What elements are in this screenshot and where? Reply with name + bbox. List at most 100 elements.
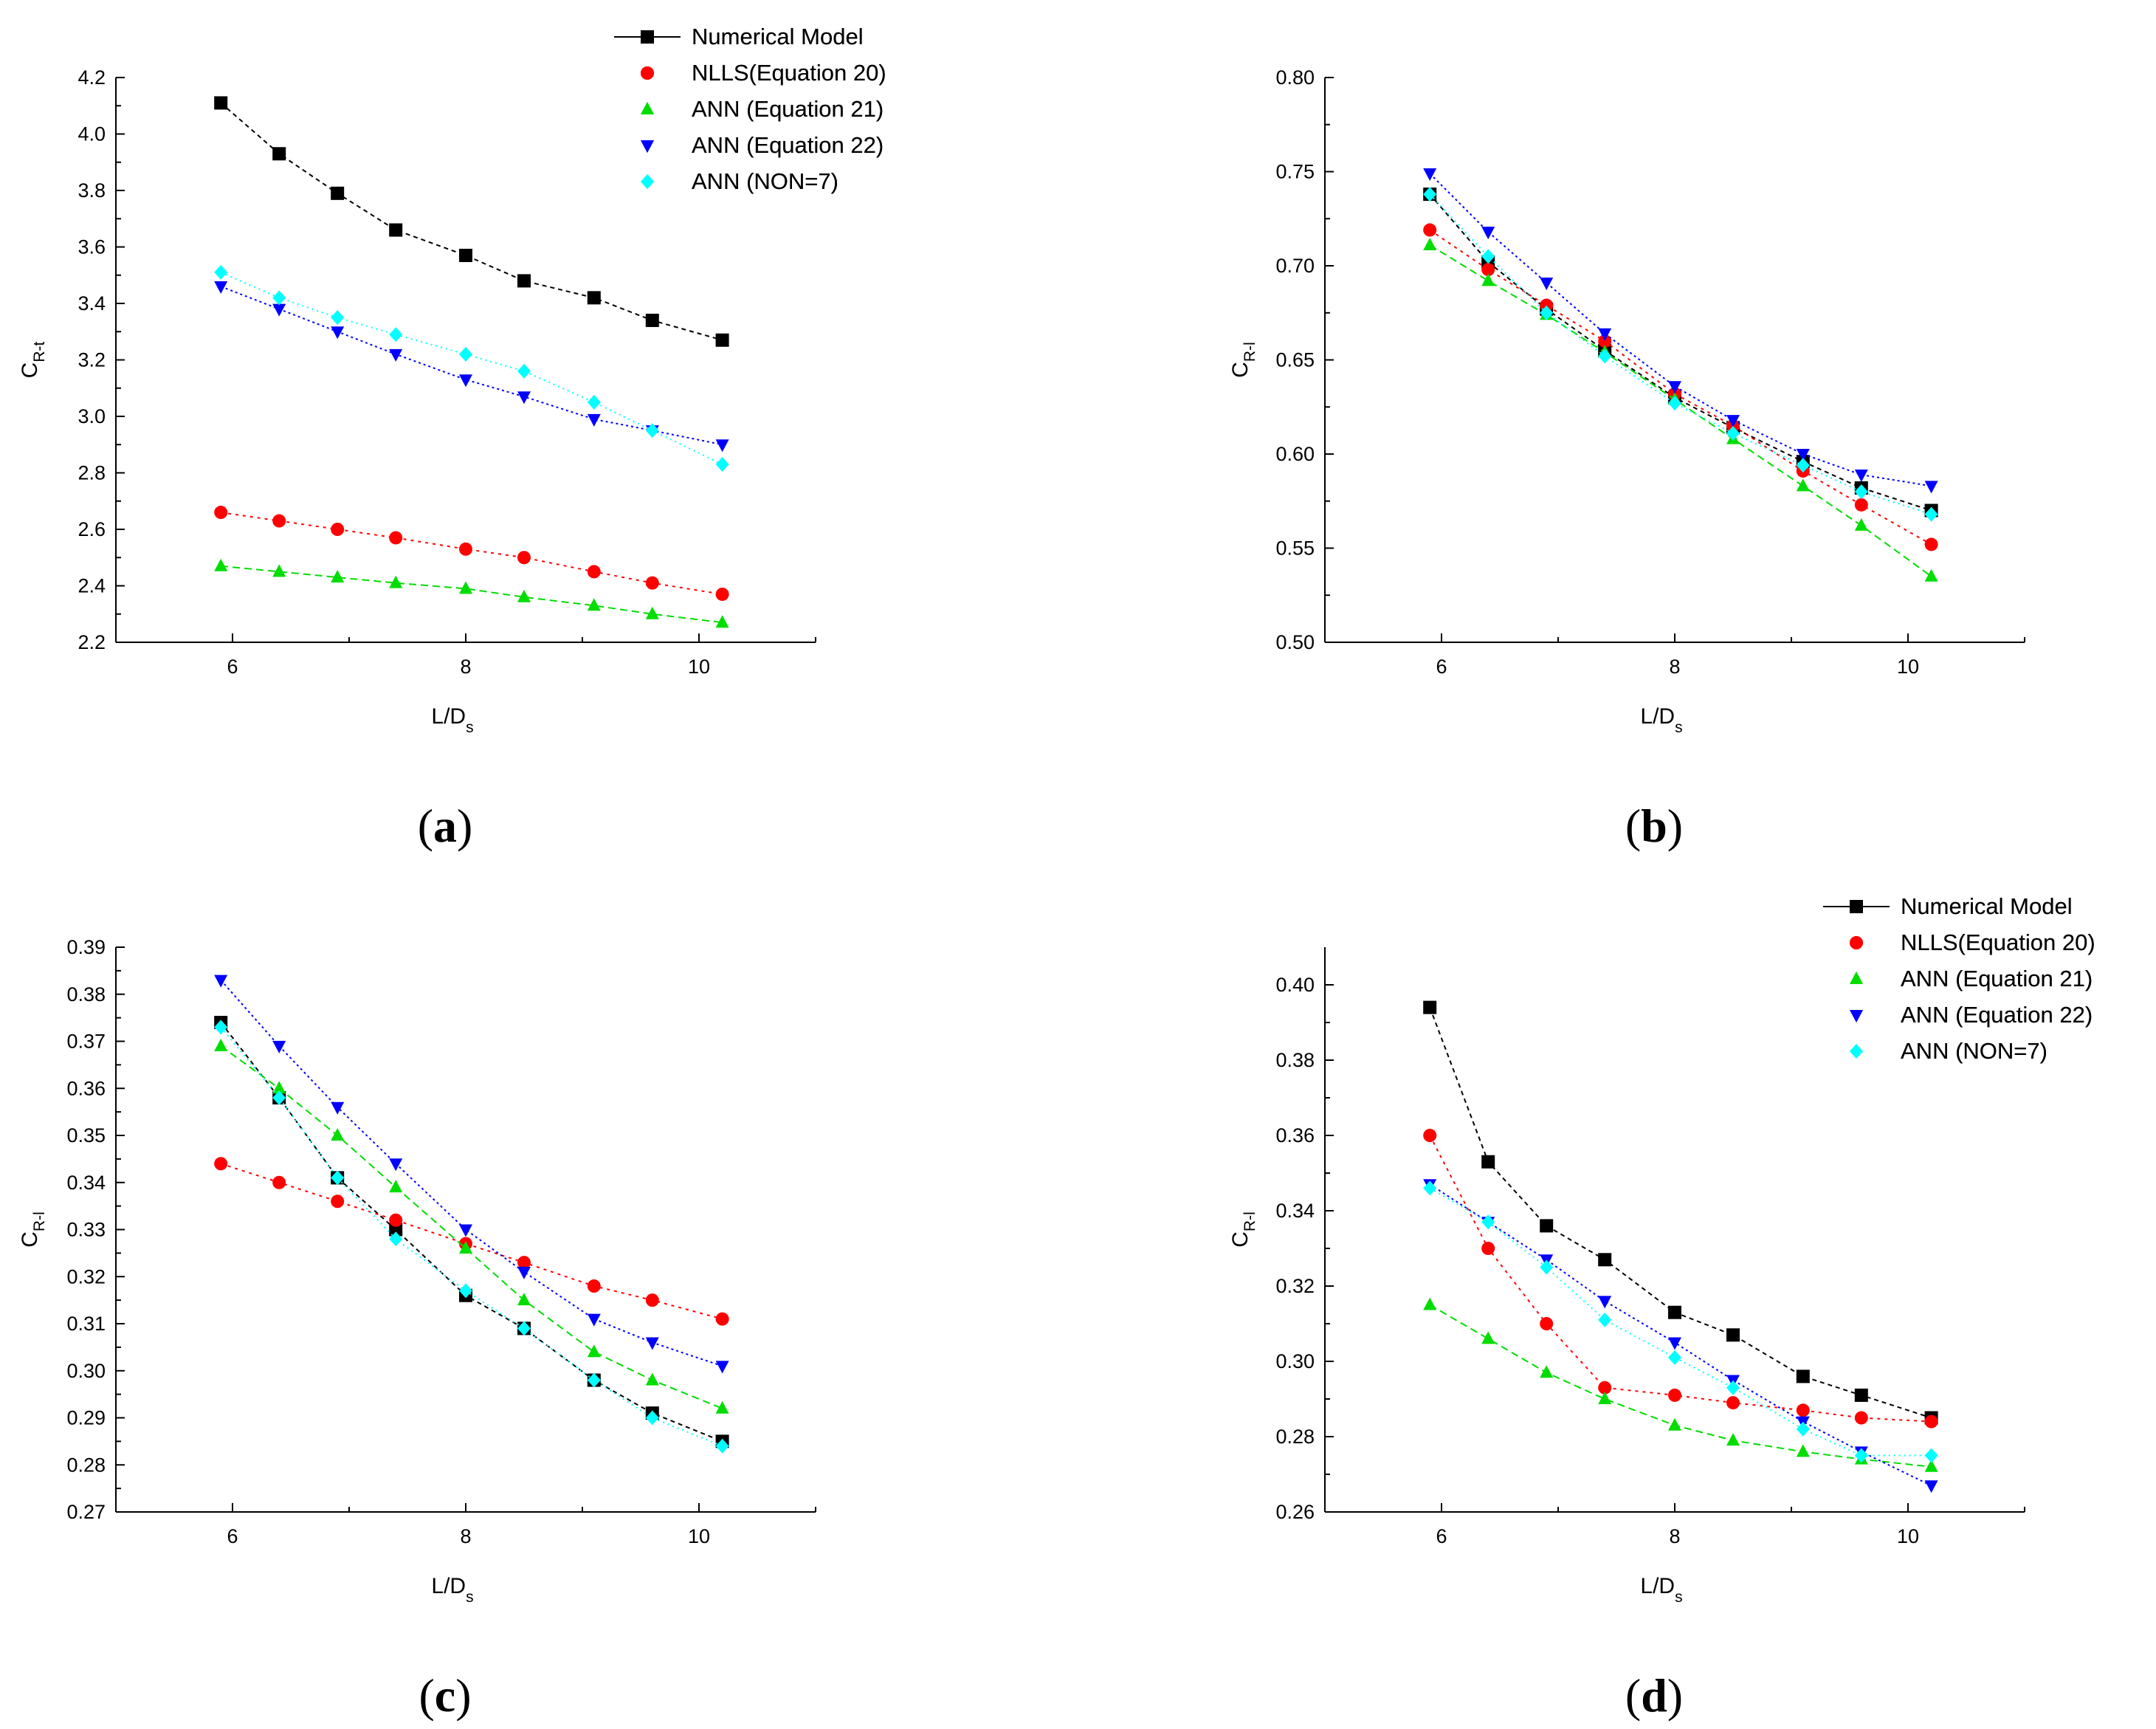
- panel-label-open: (: [418, 800, 433, 852]
- data-point-non7: [1726, 425, 1740, 441]
- data-point-non7: [1540, 1259, 1554, 1275]
- data-point-ann21: [331, 1128, 345, 1141]
- y-tick-label: 0.80: [1275, 66, 1315, 89]
- data-point-nlls: [459, 542, 472, 556]
- y-tick-label: 0.29: [66, 1407, 106, 1429]
- legend-marker-non7: [641, 174, 654, 189]
- data-point-ann22: [715, 1361, 729, 1374]
- data-point-ann22: [645, 1337, 659, 1350]
- legend-marker-nlls: [1850, 936, 1863, 949]
- data-point-nlls: [1924, 1415, 1938, 1429]
- series-line-ann22: [1429, 173, 1932, 487]
- x-tick-label: 10: [688, 656, 710, 678]
- data-point-non7: [517, 1321, 531, 1336]
- data-point-non7: [272, 290, 286, 306]
- data-point-ann21: [587, 598, 601, 611]
- y-tick-label: 0.37: [66, 1031, 106, 1053]
- legend: Numerical Model NLLS(Equation 20) ANN (Equ…: [1823, 893, 2095, 1064]
- y-tick-label: 2.2: [78, 631, 106, 653]
- data-point-ann21: [517, 1293, 531, 1306]
- data-point-non7: [389, 327, 403, 343]
- data-point-nlls: [1726, 1396, 1740, 1410]
- y-tick-label: 0.32: [66, 1265, 106, 1288]
- data-point-nlls: [1423, 223, 1437, 237]
- chart-panel-d: 0.26 0.28 0.30 0.32 0.34 0.36 0.38 0.40 6 8 10 L/Ds…: [1228, 893, 2095, 1722]
- data-point-non7: [1423, 1180, 1437, 1196]
- data-point-non7: [459, 1283, 472, 1299]
- data-point-ann22: [1726, 415, 1740, 428]
- y-axis-label: CR-l: [18, 1211, 48, 1248]
- data-point-non7: [331, 310, 345, 326]
- series-line-nlls: [1429, 1135, 1932, 1423]
- panel-label: (d): [1625, 1669, 1683, 1722]
- x-tick-label: 6: [1436, 656, 1447, 678]
- data-point-nlls: [1598, 1381, 1612, 1395]
- data-point-nlls: [1598, 334, 1612, 348]
- y-tick-label: 0.36: [66, 1077, 106, 1099]
- x-axis-label-subscript: s: [466, 1589, 474, 1606]
- chart-panel-c: 0.27 0.28 0.29 0.30 0.31 0.32 0.33 0.34 0.35 0.36…: [18, 24, 886, 1722]
- data-point-numerical: [214, 96, 228, 110]
- data-point-nlls: [272, 1175, 286, 1189]
- data-point-ann21: [214, 558, 228, 571]
- series-line-ann21: [221, 565, 723, 624]
- y-tick-label: 0.33: [66, 1219, 106, 1241]
- data-point-ann21: [1796, 1444, 1810, 1457]
- panel-label-open: (: [1625, 800, 1641, 852]
- y-tick-label: 0.35: [66, 1124, 106, 1147]
- data-point-ann22: [587, 1313, 601, 1327]
- panel-label-group: (d): [1625, 1669, 1683, 1722]
- y-tick-label: 0.34: [1275, 1200, 1315, 1222]
- data-point-numerical: [1726, 1328, 1740, 1342]
- panel-label-close: ): [457, 800, 472, 852]
- y-axis-label-subscript: R-l: [31, 1211, 48, 1231]
- data-point-ann22: [517, 391, 531, 405]
- panel-label-group: (c): [419, 1669, 471, 1722]
- y-tick-label: 0.75: [1275, 161, 1315, 183]
- x-tick-label: 10: [1897, 1525, 1919, 1547]
- data-point-numerical: [715, 333, 729, 347]
- legend-entry-non7: ANN (NON=7): [692, 168, 838, 194]
- data-point-nlls: [1423, 1129, 1437, 1142]
- legend-entry-ann21: ANN (Equation 21): [1901, 966, 2093, 991]
- legend: Numerical Model NLLS(Equation 20) ANN (Equ…: [614, 24, 886, 194]
- y-tick-label: 3.6: [78, 236, 106, 258]
- data-point-ann21: [1481, 1331, 1495, 1344]
- data-point-non7: [645, 423, 659, 439]
- data-point-non7: [272, 1090, 286, 1105]
- data-point-non7: [459, 346, 472, 362]
- y-tick-label: 2.8: [78, 462, 106, 484]
- data-point-nlls: [1854, 498, 1868, 512]
- y-tick-label: 0.50: [1275, 631, 1315, 653]
- chart-panel-b: 0.50 0.55 0.60 0.65 0.70 0.75 0.80 6 8 10 L/Ds CR-l…: [1228, 66, 2095, 1064]
- data-point-nlls: [214, 1157, 228, 1171]
- x-axis-label: L/Ds: [431, 704, 473, 736]
- legend-entry-numerical: Numerical Model: [692, 24, 864, 49]
- legend: Numerical Model NLLS(Equation 20) ANN (Equ…: [1823, 893, 2095, 1064]
- data-point-ann22: [459, 374, 472, 388]
- series-line-numerical: [220, 102, 723, 341]
- x-tick-label: 8: [460, 1525, 471, 1547]
- y-tick-label: 3.2: [78, 349, 106, 371]
- y-axis-label-subscript: R-l: [1241, 342, 1258, 362]
- data-point-ann21: [1540, 1365, 1554, 1378]
- data-point-ann22: [331, 1101, 345, 1115]
- data-point-non7: [331, 1170, 345, 1186]
- data-point-nlls: [1540, 1317, 1554, 1330]
- data-point-numerical: [331, 186, 345, 200]
- data-point-ann22: [1540, 277, 1554, 290]
- series-line-ann22: [220, 286, 723, 446]
- data-point-ann22: [272, 303, 286, 317]
- y-tick-label: 0.65: [1275, 349, 1315, 371]
- data-point-non7: [587, 1372, 601, 1388]
- data-point-ann21: [272, 564, 286, 577]
- data-point-ann22: [389, 1158, 403, 1172]
- series-line-non7: [1429, 193, 1932, 515]
- data-point-numerical: [1481, 1155, 1495, 1169]
- data-point-nlls: [1668, 1388, 1681, 1402]
- y-axis-label: CR-l: [1228, 1211, 1258, 1248]
- x-axis-label: L/Ds: [1640, 704, 1682, 736]
- data-point-numerical: [459, 248, 472, 262]
- panel-label-letter: b: [1641, 800, 1667, 852]
